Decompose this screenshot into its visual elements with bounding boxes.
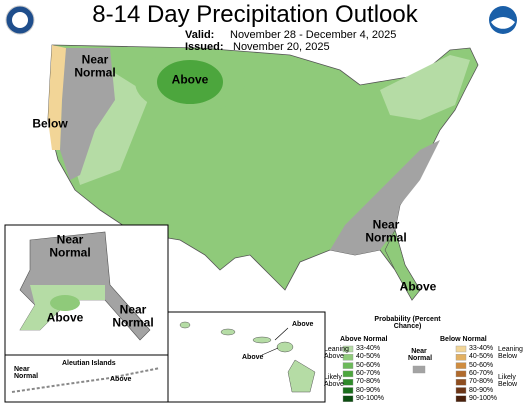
map-label: Above [292,321,314,328]
legend-swatch [455,345,467,353]
near-normal-area [330,140,440,255]
map-label: Below [32,116,68,131]
title: 8-14 Day Precipitation Outlook [92,1,418,28]
map-label: Near Normal [365,217,407,244]
legend-range: 33-40% [469,345,494,352]
map-label: Above [242,354,264,361]
dark-green-area [157,60,223,104]
legend-range: 40-50% [469,353,494,361]
map-label: Near Normal [112,302,154,329]
legend-swatch [342,345,354,353]
issued-date: November 20, 2025 [233,41,330,53]
legend-swatch [342,387,354,394]
oahu [220,328,236,336]
legend-swatch [455,379,467,386]
legend-likely-below: Likely Below [498,374,518,389]
legend-range: 50-60% [356,361,381,369]
legend-range: 60-70% [469,369,494,377]
noaa-logo-bird [491,17,515,29]
map-label: Above [110,376,132,383]
aleutian-title: Aleutian Islands [62,360,116,367]
maui [276,341,294,353]
legend-swatch [342,362,354,369]
valid-dates: November 28 - December 4, 2025 [230,29,397,41]
map-label: Above [171,72,209,87]
legend-range: 80-90% [356,386,381,394]
legend-leaning-above: Leaning Above [324,346,349,361]
doc-logo-center [12,12,28,28]
legend-swatch [342,370,354,378]
legend-range: 33-40% [356,345,381,352]
legend-range: 50-60% [469,361,494,369]
kauai [179,321,191,329]
legend-title: Probability (Percent Chance) [374,316,441,331]
legend-range: 60-70% [356,369,381,377]
legend-swatch [342,354,354,361]
legend-above-header: Above Normal [340,336,388,343]
legend-swatch [412,365,426,374]
molokai [252,336,272,344]
florida [384,229,421,301]
map-label: Near Normal [74,52,116,79]
legend-range: 80-90% [469,386,494,394]
map-label: Near Normal [14,366,39,381]
light-green-area [380,55,470,120]
issued-label: Issued: [185,41,224,53]
near-normal-area [60,48,115,180]
legend-swatch [342,379,354,386]
map-label: Near Normal [49,232,91,259]
legend-near-normal: Near Normal [408,348,433,363]
legend-below-header: Below Normal [440,336,487,343]
legend-swatch [455,387,467,394]
valid-label: Valid: [185,29,215,41]
light-green-area [70,70,150,185]
pointer [274,327,289,341]
legend-range: 70-80% [356,378,381,386]
legend-range: 40-50% [356,353,381,361]
legend-range: 90-100% [469,394,498,402]
aleutian-box [4,354,169,403]
legend-swatch [342,395,354,402]
legend-range: 90-100% [356,394,385,402]
map-label: Above [399,279,437,294]
alaska-above-core [50,295,80,311]
big-island [287,359,316,393]
legend-likely-above: Likely Above [324,374,344,389]
map-label: Above [46,310,84,325]
legend-swatch [455,370,467,378]
legend-swatch [455,354,467,361]
below-area [48,45,66,150]
legend-leaning-below: Leaning Below [498,346,523,361]
legend-range: 70-80% [469,378,494,386]
legend-swatch [455,362,467,369]
pointer [261,347,279,356]
legend-swatch [455,395,467,402]
